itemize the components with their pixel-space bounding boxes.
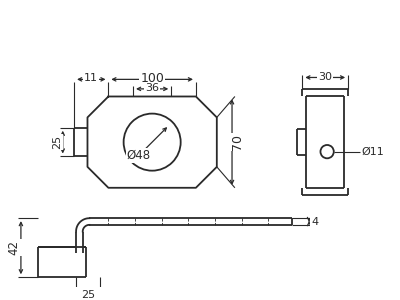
Text: 36: 36 [145, 83, 159, 93]
Text: 70: 70 [231, 134, 244, 150]
Text: 25: 25 [52, 135, 62, 149]
Text: Ø11: Ø11 [361, 147, 384, 157]
Text: 42: 42 [8, 240, 21, 255]
Text: 30: 30 [318, 71, 332, 82]
Text: 4: 4 [311, 217, 318, 226]
Text: 25: 25 [81, 290, 95, 300]
Text: 100: 100 [140, 72, 164, 85]
Text: Ø48: Ø48 [127, 149, 151, 162]
Text: 11: 11 [84, 74, 98, 83]
